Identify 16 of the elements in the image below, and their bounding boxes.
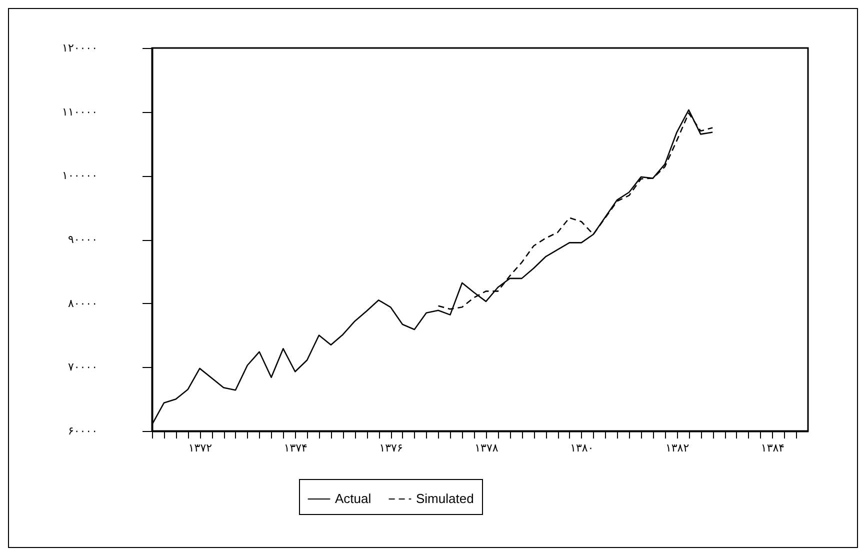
y-tick-label: ۱۰۰۰۰۰ (62, 169, 98, 182)
y-tick-label: ۱۱۰۰۰۰ (62, 105, 98, 118)
x-tick-label: ۱۳۷۲ (188, 442, 212, 454)
legend-label: Actual (335, 491, 372, 506)
y-tick-label: ۶۰۰۰۰ (68, 424, 98, 438)
y-tick-label: ۸۰۰۰۰ (68, 296, 98, 310)
x-tick-label: ۱۳۸۰ (570, 442, 594, 454)
y-tick-label: ۷۰۰۰۰ (68, 360, 98, 374)
x-tick-label: ۱۳۷۶ (379, 442, 403, 454)
x-tick-label: ۱۳۷۴ (284, 442, 308, 454)
x-tick-label: ۱۳۸۲ (665, 442, 690, 454)
y-tick-label: ۱۲۰۰۰۰ (62, 42, 98, 54)
y-tick-label: ۹۰۰۰۰ (68, 233, 98, 246)
x-tick-label: ۱۳۷۸ (474, 442, 498, 454)
legend-label: Simulated (416, 491, 474, 506)
x-tick-label: ۱۳۸۴ (760, 442, 785, 454)
